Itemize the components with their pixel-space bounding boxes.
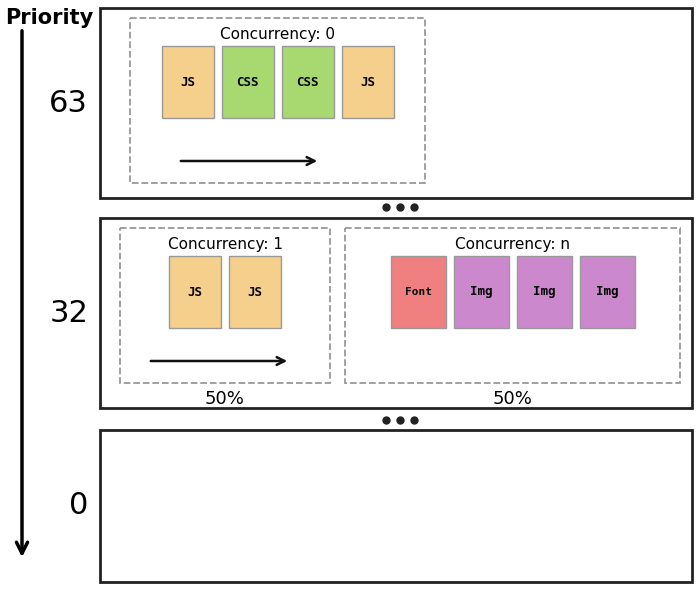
Text: 0: 0 bbox=[69, 491, 88, 521]
Text: Concurrency: n: Concurrency: n bbox=[455, 237, 570, 252]
Text: Img: Img bbox=[470, 286, 492, 299]
Bar bbox=[345, 228, 680, 383]
Bar bbox=[391, 256, 445, 328]
Bar bbox=[120, 228, 330, 383]
Text: 63: 63 bbox=[49, 88, 88, 117]
Text: JS: JS bbox=[180, 75, 195, 88]
Text: 32: 32 bbox=[49, 299, 88, 327]
Bar bbox=[229, 256, 281, 328]
Text: CSS: CSS bbox=[237, 75, 259, 88]
Bar bbox=[517, 256, 571, 328]
Bar bbox=[342, 46, 393, 118]
Text: CSS: CSS bbox=[296, 75, 318, 88]
Text: Concurrency: 1: Concurrency: 1 bbox=[167, 237, 283, 252]
Bar bbox=[281, 46, 333, 118]
Text: Img: Img bbox=[596, 286, 618, 299]
Text: 50%: 50% bbox=[205, 390, 245, 408]
Bar bbox=[169, 256, 221, 328]
Bar bbox=[130, 18, 425, 183]
Text: Img: Img bbox=[533, 286, 555, 299]
Text: Priority: Priority bbox=[5, 8, 93, 28]
Bar bbox=[580, 256, 634, 328]
Text: JS: JS bbox=[360, 75, 375, 88]
Text: 50%: 50% bbox=[493, 390, 533, 408]
Text: JS: JS bbox=[188, 286, 202, 299]
Bar bbox=[100, 8, 692, 198]
Bar bbox=[454, 256, 508, 328]
Text: JS: JS bbox=[248, 286, 262, 299]
Bar bbox=[100, 218, 692, 408]
Bar bbox=[221, 46, 274, 118]
Text: Font: Font bbox=[405, 287, 431, 297]
Bar bbox=[162, 46, 214, 118]
Bar bbox=[100, 430, 692, 582]
Text: Concurrency: 0: Concurrency: 0 bbox=[220, 27, 335, 41]
